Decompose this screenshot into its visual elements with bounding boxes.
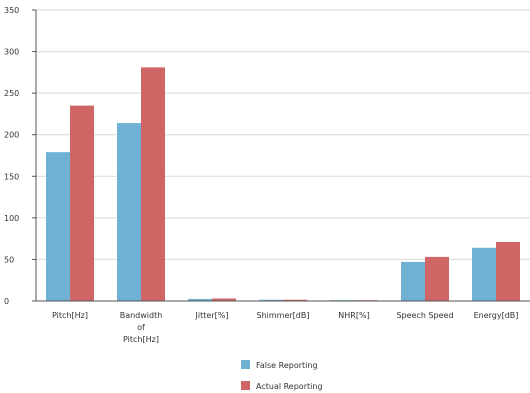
x-tick-label: Bandwidth [120, 311, 163, 320]
x-tick-label: Energy[dB] [474, 311, 519, 320]
legend-label: False Reporting [256, 361, 318, 370]
bar-false-reporting [472, 247, 496, 301]
x-axis: Pitch[Hz] Bandwidth of Pitch[Hz] Jitter[%] Sh… [36, 300, 530, 344]
x-tick-label: Speech Speed [396, 311, 453, 320]
y-tick-label: 250 [4, 89, 19, 98]
bar-actual-reporting [212, 298, 236, 301]
y-tick-label: 350 [4, 6, 19, 15]
bar-false-reporting [46, 152, 70, 301]
gridlines [36, 9, 530, 260]
bar-actual-reporting [283, 299, 307, 301]
bar-false-reporting [188, 298, 212, 301]
y-tick-label: 200 [4, 131, 19, 140]
bar-actual-reporting [425, 256, 449, 301]
legend-swatch [241, 360, 250, 369]
x-tick-label: NHR[%] [338, 311, 369, 320]
x-tick-label: Shimmer[dB] [257, 311, 310, 320]
x-tick-label: Pitch[Hz] [52, 311, 88, 320]
y-axis: 0 50 100 150 200 250 300 350 [4, 6, 37, 306]
bar-false-reporting [401, 261, 425, 301]
x-tick-label: of [137, 323, 145, 332]
y-tick-label: 0 [4, 297, 9, 306]
x-tick-label: Pitch[Hz] [123, 335, 159, 344]
bar-false-reporting [259, 299, 283, 301]
legend-label: Actual Reporting [256, 382, 323, 391]
bar-actual-reporting [496, 241, 520, 301]
x-tick-label: Jitter[%] [195, 311, 229, 320]
legend: False Reporting Actual Reporting [241, 360, 323, 391]
y-tick-label: 50 [4, 255, 14, 264]
y-tick-label: 150 [4, 172, 19, 181]
y-tick-label: 300 [4, 48, 19, 57]
bar-actual-reporting [70, 105, 94, 301]
bars [46, 67, 520, 302]
bar-actual-reporting [141, 67, 165, 302]
bar-false-reporting [117, 123, 141, 302]
y-tick-label: 100 [4, 214, 19, 223]
legend-swatch [241, 381, 250, 390]
